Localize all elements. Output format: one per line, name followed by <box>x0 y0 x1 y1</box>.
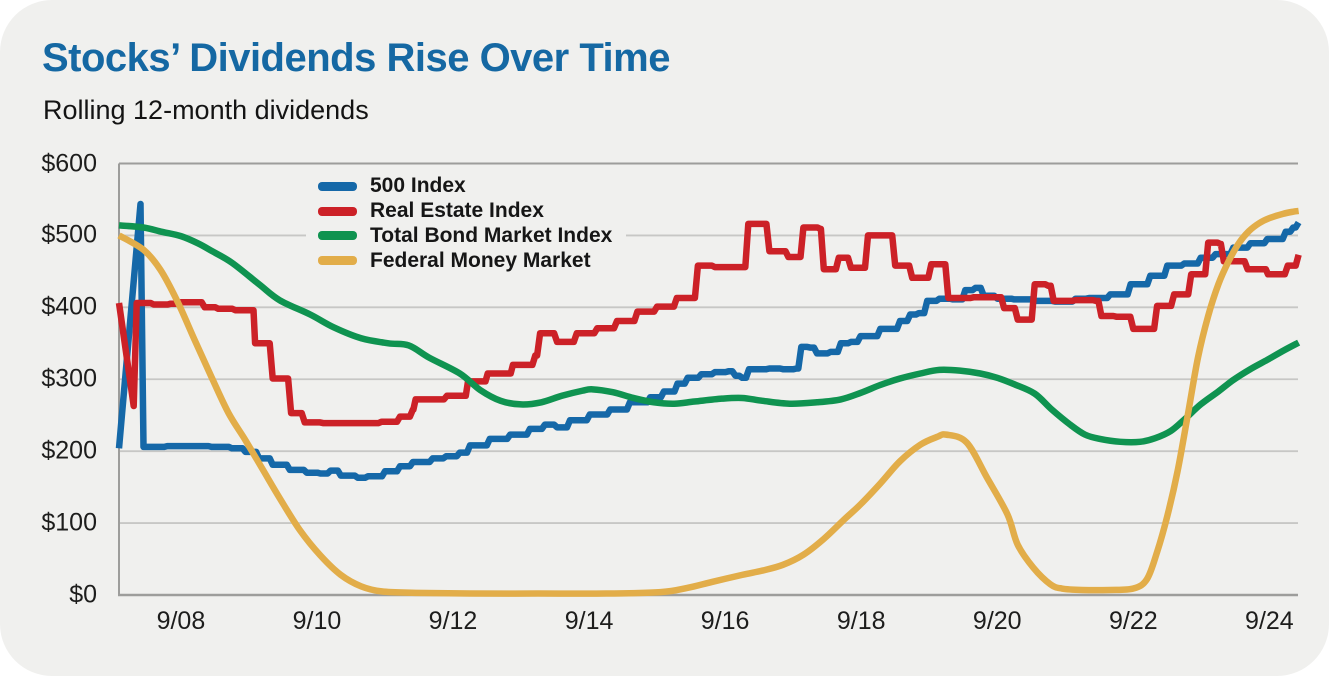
series-line-real-estate-index <box>115 220 1302 427</box>
y-tick-label-100: $100 <box>41 508 97 537</box>
series-line-federal-money-market <box>117 207 1300 597</box>
x-tick-label-9-24: 9/24 <box>1245 607 1294 635</box>
legend-item-federal-money-market: Federal Money Market <box>318 248 612 273</box>
legend-item-real-estate-index: Real Estate Index <box>318 199 612 224</box>
x-tick-label-9-08: 9/08 <box>156 607 206 635</box>
legend-label: 500 Index <box>370 174 466 198</box>
x-tick-label-9-22: 9/22 <box>1108 607 1158 635</box>
x-tick-label-9-18: 9/18 <box>836 607 886 635</box>
legend-item-total-bond-market-index: Total Bond Market Index <box>318 224 612 249</box>
legend-swatch-icon <box>318 256 357 266</box>
x-tick-label-9-20: 9/20 <box>972 607 1022 635</box>
legend-swatch-icon <box>318 231 357 241</box>
y-tick-label-400: $400 <box>41 292 97 321</box>
legend-label: Real Estate Index <box>370 199 544 223</box>
legend-swatch-icon <box>318 181 357 191</box>
y-tick-label-500: $500 <box>41 220 97 249</box>
page-subtitle: Rolling 12-month dividends <box>43 95 369 125</box>
y-tick-label-600: $600 <box>41 149 97 177</box>
chart-legend: 500 Index Real Estate Index Total Bond Mar… <box>306 171 627 280</box>
y-tick-label-0: $0 <box>69 580 97 609</box>
legend-item-500-index: 500 Index <box>318 174 612 199</box>
x-tick-label-9-10: 9/10 <box>292 607 342 635</box>
page-title: Stocks’ Dividends Rise Over Time <box>42 36 670 80</box>
legend-swatch-icon <box>318 206 357 216</box>
x-tick-label-9-14: 9/14 <box>564 607 614 635</box>
y-tick-label-300: $300 <box>41 364 97 393</box>
x-tick-label-9-16: 9/16 <box>700 607 750 635</box>
series-line-500-index <box>115 200 1302 482</box>
x-tick-label-9-12: 9/12 <box>428 607 478 635</box>
y-tick-label-200: $200 <box>41 436 97 465</box>
legend-label: Federal Money Market <box>370 248 591 272</box>
series-line-total-bond-market-index <box>118 222 1301 446</box>
legend-label: Total Bond Market Index <box>370 223 613 247</box>
